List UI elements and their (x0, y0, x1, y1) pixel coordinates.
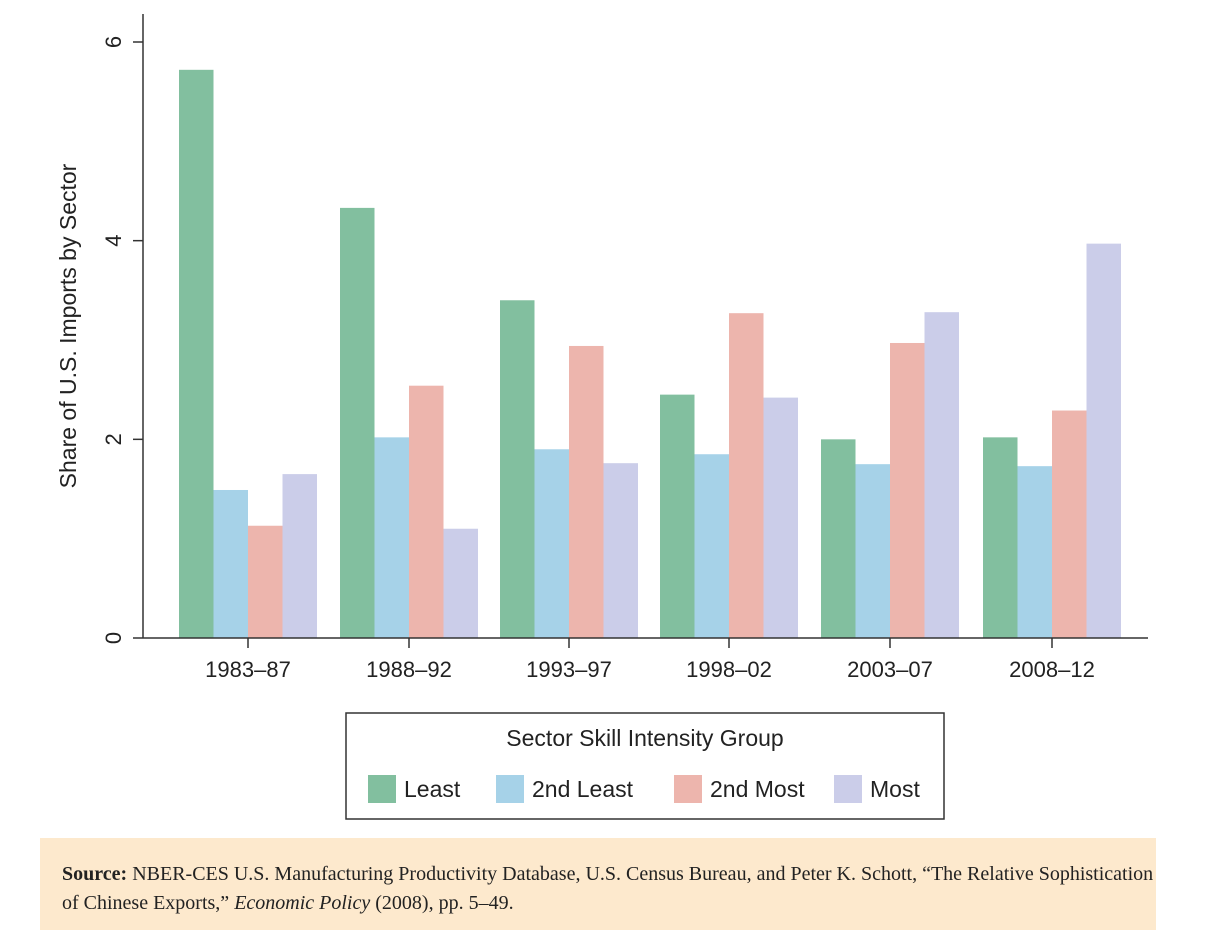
legend-swatch-2nd-most (674, 775, 702, 803)
bar-least-2 (500, 300, 535, 638)
bar-2nd-most-2 (569, 345, 604, 638)
bar-2nd-least-1 (374, 437, 409, 638)
legend-swatch-most (834, 775, 862, 803)
source-label: Source: (62, 863, 128, 885)
legend-swatch-2nd-least (496, 775, 524, 803)
bar-least-4 (821, 439, 856, 638)
y-axis-title: Share of U.S. Imports by Sector (55, 163, 81, 488)
bar-chart: 0 2 4 6 1983–87 1988–92 1993–97 1998–02 2003–07… (55, 14, 1148, 820)
y-tick-label: 0 (101, 632, 126, 644)
source-text: NBER-CES U.S. Manufacturing Productivity… (62, 863, 1154, 914)
bar-least-0 (179, 69, 214, 638)
bar-least-1 (340, 207, 375, 639)
legend: Sector Skill Intensity Group Least 2nd Le… (345, 712, 945, 820)
x-tick-label: 1993–97 (526, 657, 612, 682)
source-text-end: (2008), pp. 5–49. (370, 892, 514, 914)
legend-label-most: Most (870, 776, 920, 802)
y-tick-label: 6 (101, 36, 126, 48)
bar-2nd-most-4 (890, 342, 925, 638)
legend-title: Sector Skill Intensity Group (506, 725, 783, 751)
source-journal: Economic Policy (234, 892, 371, 914)
y-tick-label: 2 (101, 433, 126, 445)
bar-2nd-most-5 (1052, 410, 1087, 638)
bar-2nd-most-0 (248, 525, 283, 638)
bar-2nd-least-5 (1017, 466, 1052, 638)
y-tick-label: 4 (101, 235, 126, 247)
x-tick-label: 1983–87 (205, 657, 291, 682)
legend-label-2nd-most: 2nd Most (710, 776, 805, 802)
bar-most-3 (763, 397, 798, 638)
bar-most-2 (603, 463, 638, 638)
bar-2nd-least-4 (855, 464, 890, 638)
y-ticks: 0 2 4 6 (101, 36, 143, 644)
x-tick-label: 2008–12 (1009, 657, 1095, 682)
bar-2nd-most-1 (409, 385, 444, 638)
x-tick-label: 2003–07 (847, 657, 933, 682)
bar-2nd-least-3 (694, 454, 729, 638)
x-tick-label: 1998–02 (686, 657, 772, 682)
bar-2nd-least-2 (534, 449, 569, 638)
legend-swatch-least (368, 775, 396, 803)
x-tick-label: 1988–92 (366, 657, 452, 682)
bar-2nd-least-0 (213, 489, 248, 638)
bar-most-0 (282, 474, 317, 638)
legend-label-least: Least (404, 776, 461, 802)
bar-least-3 (660, 394, 695, 638)
bar-most-1 (443, 528, 478, 638)
bar-most-5 (1086, 243, 1121, 638)
legend-items: Least 2nd Least 2nd Most Most (368, 775, 920, 803)
plot-bars (179, 69, 1121, 639)
bar-most-4 (924, 312, 959, 638)
x-ticks: 1983–87 1988–92 1993–97 1998–02 2003–07 2008–… (205, 638, 1095, 682)
legend-label-2nd-least: 2nd Least (532, 776, 634, 802)
source-note: Source: NBER-CES U.S. Manufacturing Prod… (40, 838, 1156, 930)
bar-least-5 (983, 437, 1018, 638)
bar-2nd-most-3 (729, 313, 764, 638)
